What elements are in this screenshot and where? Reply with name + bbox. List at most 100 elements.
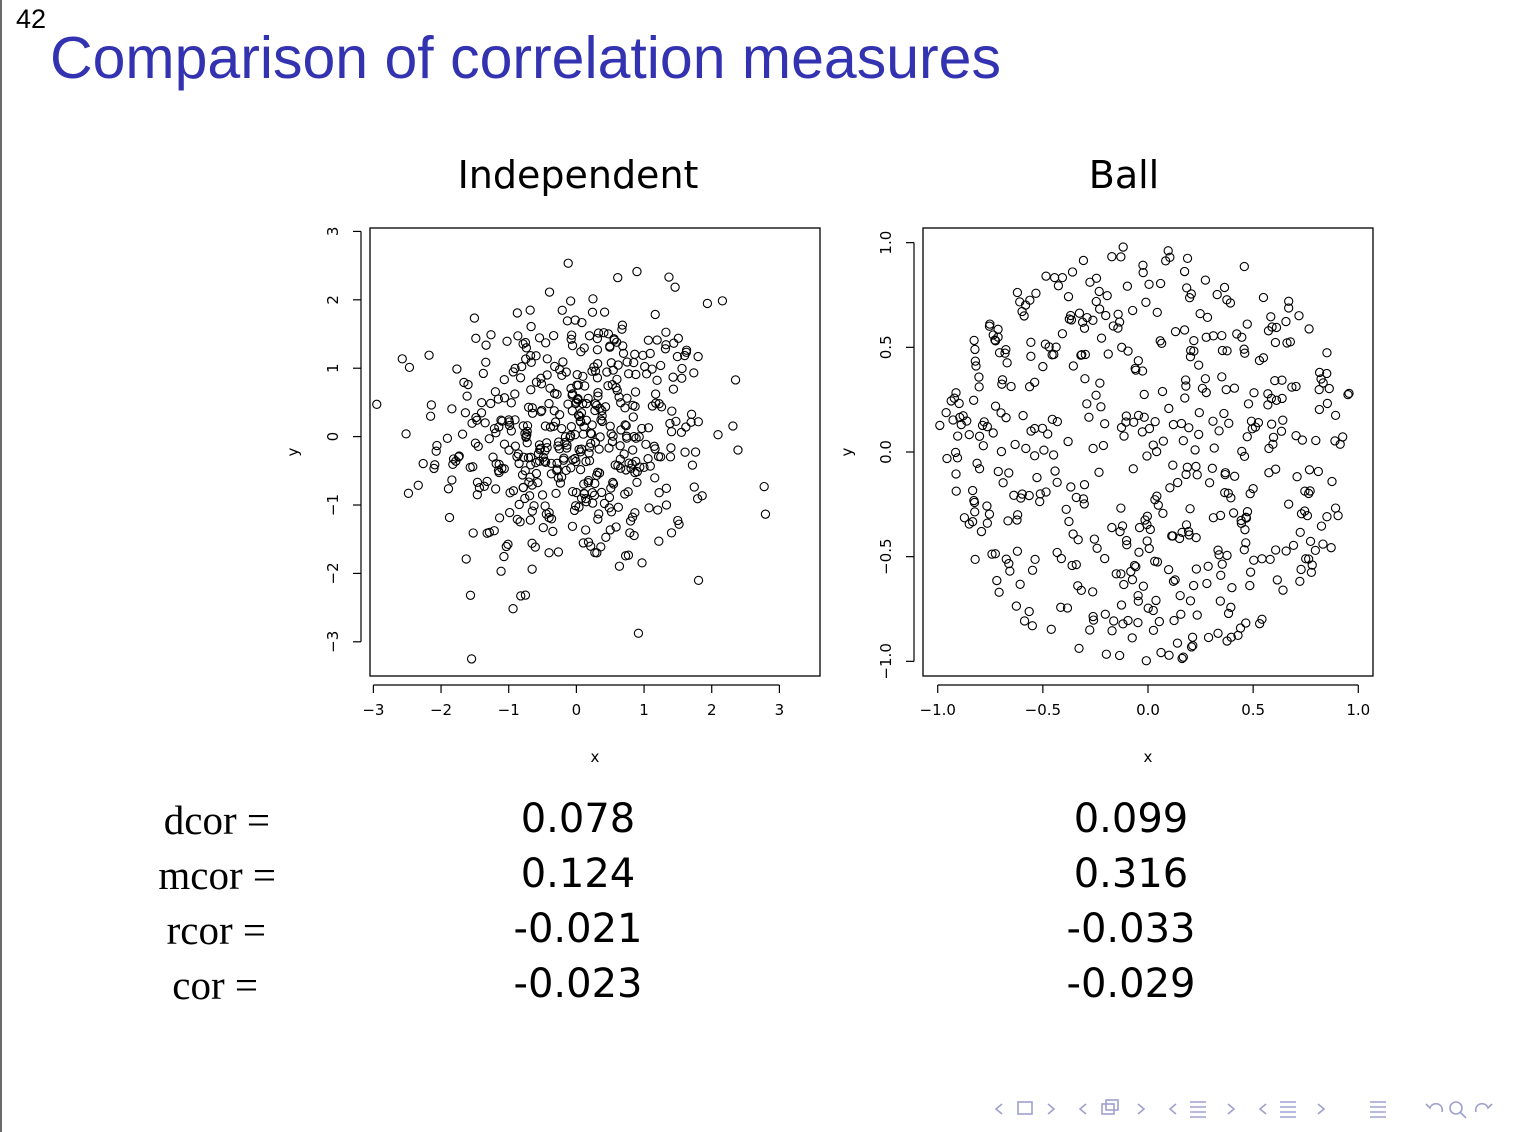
independent-point <box>702 298 713 309</box>
independent-point <box>587 307 598 317</box>
ball-point <box>1343 389 1353 400</box>
ball-point <box>942 453 952 464</box>
ball-point <box>1291 381 1301 392</box>
ball-point <box>1116 600 1127 610</box>
ball-point <box>1197 383 1208 394</box>
independent-point <box>472 477 483 487</box>
ball-point <box>1184 293 1195 303</box>
ball-point <box>1241 538 1251 548</box>
nav-presentation-icon[interactable] <box>1280 1101 1296 1118</box>
independent-point <box>561 465 571 476</box>
independent-point <box>596 542 606 552</box>
independent-point <box>548 526 558 537</box>
ball-point <box>1158 508 1168 518</box>
ball-point <box>1015 579 1025 589</box>
ball-y-tick-label: 1.0 <box>877 231 895 255</box>
independent-point <box>565 432 575 442</box>
independent-point <box>473 441 483 452</box>
ball-point <box>1126 566 1136 577</box>
ball-point <box>970 344 980 355</box>
nav-frame-next-icon[interactable] <box>1047 1103 1056 1115</box>
independent-point <box>581 456 591 467</box>
independent-point <box>571 487 582 498</box>
nav-search-icon[interactable] <box>1449 1101 1467 1119</box>
ball-point <box>1085 277 1095 287</box>
independent-point <box>614 561 625 571</box>
ball-point <box>1270 375 1280 386</box>
nav-back-icon[interactable] <box>1425 1102 1444 1113</box>
ball-point <box>1155 336 1165 346</box>
ball-point <box>1113 309 1123 319</box>
independent-point <box>553 473 563 483</box>
nav-frame-prev-icon[interactable] <box>994 1103 1003 1115</box>
ball-y-tick-label: −1.0 <box>877 643 895 679</box>
nav-section-next-icon[interactable] <box>1227 1103 1236 1115</box>
independent-point <box>629 357 639 368</box>
measure-independent: 0.078 <box>520 796 636 842</box>
nav-presentation-prev-icon[interactable] <box>1258 1103 1267 1115</box>
independent-point <box>639 462 649 473</box>
independent-y-tick-label: −2 <box>324 562 342 584</box>
independent-point <box>504 415 514 425</box>
ball-point <box>971 361 981 371</box>
ball-point <box>1168 531 1178 541</box>
ball-point <box>1003 516 1013 526</box>
nav-forward-icon[interactable] <box>1474 1102 1493 1113</box>
ball-point <box>974 382 984 392</box>
independent-point <box>609 335 619 345</box>
ball-point <box>1344 388 1354 399</box>
ball-point <box>1301 554 1311 564</box>
ball-point <box>1024 490 1034 501</box>
independent-point <box>620 420 630 430</box>
nav-presentation-next-icon[interactable] <box>1317 1103 1326 1115</box>
ball-point <box>987 549 997 559</box>
ball-point <box>1138 260 1148 270</box>
ball-point <box>1139 412 1149 422</box>
ball-point <box>969 395 979 405</box>
ball-point <box>1164 403 1174 414</box>
ball-point <box>1047 414 1057 424</box>
independent-point <box>668 384 679 394</box>
ball-point <box>1084 412 1094 422</box>
ball-point <box>1191 564 1202 574</box>
nav-subsection-next-icon[interactable] <box>1137 1103 1146 1115</box>
nav-section-prev-icon[interactable] <box>1168 1103 1177 1115</box>
ball-point <box>1187 632 1198 642</box>
ball-point <box>1127 305 1138 316</box>
independent-point <box>557 423 567 434</box>
independent-point <box>522 426 532 436</box>
independent-point <box>628 412 638 422</box>
independent-point <box>549 388 560 399</box>
independent-point <box>608 431 618 441</box>
ball-point <box>1247 424 1257 434</box>
ball-point <box>1139 389 1149 400</box>
independent-point <box>583 393 593 404</box>
independent-point <box>512 514 522 525</box>
independent-point <box>566 334 576 344</box>
measure-label: rcor = <box>166 907 266 953</box>
ball-point <box>1314 367 1325 378</box>
ball-point <box>1272 575 1282 585</box>
plot-ball-points <box>935 242 1354 666</box>
independent-point <box>516 591 526 601</box>
ball-point <box>1032 472 1042 483</box>
independent-point <box>554 444 565 454</box>
ball-point <box>1220 469 1230 480</box>
nav-section-icon[interactable] <box>1190 1101 1206 1118</box>
ball-point <box>1179 325 1190 335</box>
nav-subsection-prev-icon[interactable] <box>1078 1103 1087 1115</box>
nav-toc-icon[interactable] <box>1370 1101 1386 1118</box>
ball-point <box>1212 289 1222 300</box>
independent-x-tick-label: −2 <box>430 701 452 719</box>
independent-point <box>457 429 468 439</box>
ball-point <box>1181 469 1191 480</box>
independent-point <box>620 489 630 499</box>
ball-point <box>1216 570 1226 580</box>
independent-point <box>501 541 511 552</box>
ball-point <box>1190 445 1200 455</box>
ball-point <box>1222 295 1232 305</box>
ball-point <box>1277 375 1287 385</box>
nav-subsection-icon[interactable] <box>1101 1099 1119 1115</box>
ball-point <box>1302 510 1313 521</box>
nav-frame-icon[interactable] <box>1017 1101 1033 1115</box>
